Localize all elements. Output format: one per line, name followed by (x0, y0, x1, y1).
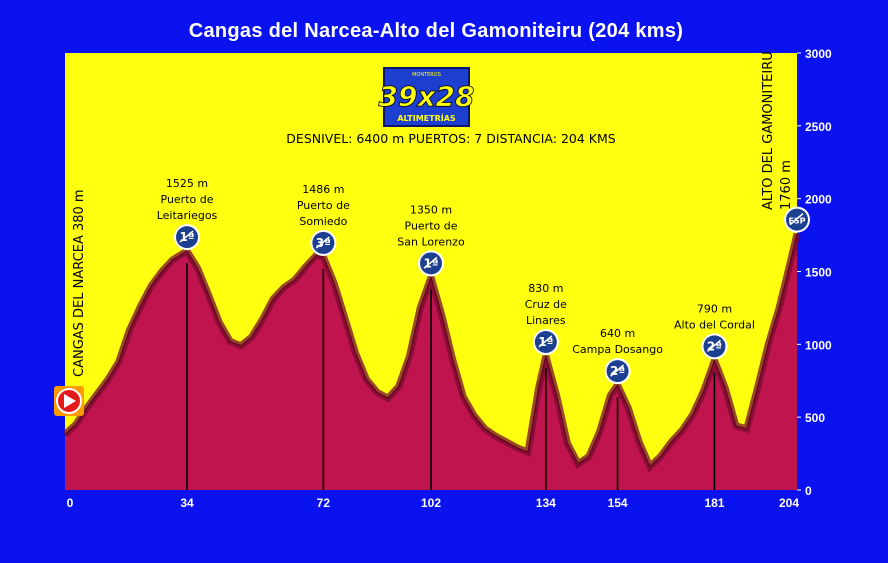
pass-label-line: 830 m (528, 282, 563, 295)
finish-label-elevation: 1760 m (779, 160, 794, 210)
start-badge (54, 386, 84, 416)
pass-label-line: Puerto de (297, 199, 350, 212)
x-tick-label: 134 (536, 496, 556, 510)
pass-label-line: Cruz de (525, 298, 567, 311)
y-tick-label: 0 (805, 484, 812, 498)
x-tick-label: 204 (779, 496, 799, 510)
pass-category-badge: 1ª (418, 250, 444, 277)
y-tick-label: 2500 (805, 120, 832, 134)
x-tick-label: 34 (180, 496, 194, 510)
y-tick-label: 500 (805, 411, 825, 425)
logo-sub-text: ALTIMETRÍAS (397, 112, 456, 123)
pass-category-badge: 1ª (174, 224, 200, 251)
x-tick-label: 154 (608, 496, 628, 510)
arrow-icon (706, 339, 721, 352)
badge-category-text: 2ª (707, 339, 722, 353)
finish-label-name: ALTO DEL GAMONITEIRU (761, 51, 776, 210)
pass-label-line: Alto del Cordal (674, 318, 755, 331)
pass-label-line: 1350 m (410, 203, 452, 216)
pass-label-line: San Lorenzo (397, 235, 465, 248)
pass-category-badge: 2ª (604, 358, 631, 385)
arrow-icon (789, 213, 804, 226)
pass-label-line: Puerto de (161, 193, 214, 206)
badge-category-text: ESP (788, 217, 805, 226)
x-tick-label: 0 (67, 496, 74, 510)
pass-label-line: 1525 m (166, 177, 208, 190)
y-tick-label: 1500 (805, 266, 832, 280)
logo: MONTEROS 39x28 ALTIMETRÍAS (378, 67, 475, 127)
pass-category-badge: 3ª (310, 229, 337, 256)
badge-category-text: 1ª (538, 335, 553, 349)
logo-main-text: 39x28 (379, 80, 475, 113)
arrow-icon (315, 236, 330, 249)
pass-label-line: 790 m (697, 302, 732, 315)
stats-line: DESNIVEL: 6400 m PUERTOS: 7 DISTANCIA: 2… (286, 131, 615, 146)
pass-category-badge: 2ª (701, 333, 728, 360)
pass-label-line: 640 m (600, 327, 635, 340)
pass-category-badge: ESP (784, 206, 810, 233)
arrow-icon (538, 335, 553, 348)
x-tick-label: 102 (421, 496, 441, 510)
badge-category-text: 2ª (610, 364, 625, 378)
pass-label-line: Leitariegos (157, 209, 218, 222)
pass-label-line: Campa Dosango (572, 343, 663, 356)
arrow-icon (423, 256, 438, 269)
y-tick-label: 3000 (805, 47, 832, 61)
x-tick-label: 72 (317, 496, 331, 510)
y-tick-label: 2000 (805, 193, 832, 207)
badge-category-text: 1ª (179, 230, 194, 244)
pass-label-line: Somiedo (299, 215, 347, 228)
arrow-icon (610, 364, 625, 377)
pass-label-line: Puerto de (405, 219, 458, 232)
pass-label-line: 1486 m (302, 183, 344, 196)
chart-title: Cangas del Narcea-Alto del Gamoniteiru (… (188, 20, 684, 42)
play-icon (64, 394, 76, 408)
x-tick-label: 181 (704, 496, 724, 510)
pass-category-badge: 1ª (532, 328, 559, 355)
pass-label-line: Linares (526, 314, 566, 327)
profile-line (64, 233, 798, 468)
arrow-icon (179, 230, 194, 243)
badge-category-text: 3ª (316, 236, 331, 250)
y-tick-label: 1000 (805, 338, 832, 352)
start-label: CANGAS DEL NARCEA 380 m (72, 189, 87, 377)
logo-small-text: MONTEROS (412, 72, 441, 78)
badge-category-text: 1ª (423, 256, 438, 270)
